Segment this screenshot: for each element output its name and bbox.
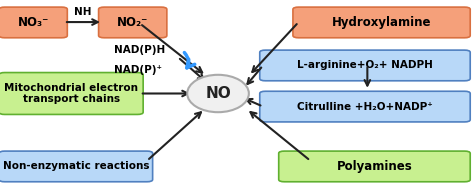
Text: Non-enzymatic reactions: Non-enzymatic reactions [2, 161, 149, 171]
Ellipse shape [187, 75, 249, 112]
Text: NO₃⁻: NO₃⁻ [18, 16, 49, 29]
Text: Citrulline +H₂O+NADP⁺: Citrulline +H₂O+NADP⁺ [297, 102, 433, 112]
FancyBboxPatch shape [0, 73, 143, 114]
Text: NO₂⁻: NO₂⁻ [117, 16, 148, 29]
FancyBboxPatch shape [260, 91, 470, 122]
Text: Polyamines: Polyamines [337, 160, 412, 173]
Text: NAD(P)⁺: NAD(P)⁺ [114, 65, 162, 75]
FancyBboxPatch shape [293, 7, 470, 38]
Text: L-arginine+O₂+ NADPH: L-arginine+O₂+ NADPH [297, 60, 433, 70]
Text: Mitochondrial electron
transport chains: Mitochondrial electron transport chains [4, 83, 138, 104]
FancyBboxPatch shape [0, 7, 67, 38]
FancyBboxPatch shape [0, 151, 153, 182]
Text: NAD(P)H: NAD(P)H [114, 45, 165, 55]
Text: NO: NO [205, 86, 231, 101]
FancyBboxPatch shape [260, 50, 470, 81]
FancyArrowPatch shape [184, 53, 195, 68]
FancyBboxPatch shape [279, 151, 470, 182]
Text: NH: NH [74, 7, 91, 17]
Text: Hydroxylamine: Hydroxylamine [332, 16, 431, 29]
FancyBboxPatch shape [99, 7, 167, 38]
